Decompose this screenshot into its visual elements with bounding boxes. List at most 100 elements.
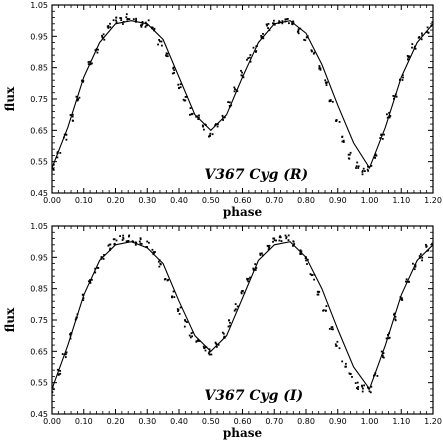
observation-point <box>335 119 341 123</box>
observation-point <box>406 55 411 61</box>
observation-point <box>430 21 433 27</box>
observation-point <box>189 107 194 116</box>
observation-point <box>292 240 296 247</box>
y-tick-label: 0.85 <box>30 285 48 294</box>
x-tick-label: 0.00 <box>43 196 61 205</box>
observation-point <box>107 243 112 251</box>
observation-point <box>131 240 138 246</box>
observation-point <box>265 23 271 32</box>
x-tick-label: 0.20 <box>107 417 125 426</box>
model-curve <box>52 20 433 170</box>
observation-point <box>227 101 233 108</box>
observation-point <box>411 43 417 50</box>
observation-point <box>75 95 81 102</box>
observation-point <box>322 305 328 312</box>
observation-point <box>328 326 334 331</box>
observation-point <box>272 237 277 243</box>
observation-point <box>412 262 417 271</box>
x-tick-label: 0.90 <box>329 417 347 426</box>
observation-point <box>227 319 232 328</box>
observation-point <box>425 243 430 252</box>
observation-point <box>380 350 385 359</box>
observation-point <box>201 123 207 131</box>
y-axis-label: flux <box>3 307 17 332</box>
observation-point <box>151 26 156 32</box>
observation-point <box>328 99 334 103</box>
observation-point <box>341 360 347 368</box>
observation-point <box>304 256 309 265</box>
observation-point <box>63 133 68 141</box>
observation-point <box>125 13 131 21</box>
observation-point <box>291 20 295 26</box>
x-tick-label: 1.10 <box>392 196 410 205</box>
observation-point <box>132 17 137 23</box>
observation-point <box>260 33 265 40</box>
x-tick-label: 1.00 <box>361 196 379 205</box>
observation-point <box>299 249 303 255</box>
x-tick-label: 0.60 <box>234 196 252 205</box>
observation-point <box>112 238 118 246</box>
observation-point <box>240 290 246 295</box>
observation-point <box>418 253 424 262</box>
observation-point <box>214 123 219 128</box>
observation-point <box>348 372 353 378</box>
observation-point <box>195 114 200 120</box>
observation-point <box>145 240 150 249</box>
observation-point <box>341 135 345 143</box>
y-tick-label: 0.75 <box>30 316 48 325</box>
observation-point <box>52 386 55 393</box>
y-tick-label: 0.45 <box>30 410 48 419</box>
y-tick-label: 0.65 <box>30 347 48 356</box>
observation-point <box>183 319 188 328</box>
x-axis-label: phase <box>223 426 263 440</box>
observation-point <box>347 151 352 160</box>
x-tick-label: 0.20 <box>107 196 125 205</box>
x-tick-label: 0.80 <box>297 196 315 205</box>
observation-point <box>252 263 258 271</box>
x-tick-label: 0.70 <box>265 417 283 426</box>
observation-point <box>94 48 99 54</box>
x-tick-label: 0.80 <box>297 417 315 426</box>
observation-point <box>405 278 410 283</box>
x-tick-label: 0.30 <box>138 417 156 426</box>
observation-point <box>221 114 226 121</box>
observation-point <box>392 93 398 100</box>
observation-point <box>221 331 226 339</box>
observation-point <box>417 32 424 41</box>
observation-point <box>140 21 144 28</box>
observation-point <box>385 332 391 340</box>
observation-point <box>88 278 93 284</box>
observation-point <box>182 95 188 102</box>
y-tick-label: 1.05 <box>30 222 48 231</box>
observation-point <box>366 165 373 172</box>
observation-point <box>272 19 276 26</box>
observation-point <box>171 290 176 299</box>
observation-point <box>157 39 163 47</box>
observation-point <box>81 293 85 301</box>
x-tick-label: 0.30 <box>138 196 156 205</box>
observation-point <box>233 86 239 93</box>
observation-point <box>165 52 169 58</box>
observation-point <box>195 339 201 343</box>
observation-point <box>101 33 106 41</box>
y-axis-label: flux <box>3 86 17 111</box>
observation-point <box>94 266 100 274</box>
observation-point <box>278 235 283 242</box>
panel-annotation: V367 Cyg (R) <box>204 167 308 183</box>
observation-point <box>296 27 302 35</box>
panel-annotation: V367 Cyg (I) <box>204 388 303 404</box>
x-tick-label: 1.20 <box>424 196 442 205</box>
observation-point <box>379 133 385 140</box>
observation-point <box>119 17 125 25</box>
plot-frame <box>51 4 434 194</box>
observation-point <box>202 345 208 352</box>
y-tick-label: 0.75 <box>30 95 48 104</box>
observation-point <box>188 331 194 339</box>
x-tick-label: 0.60 <box>234 417 252 426</box>
x-tick-label: 0.00 <box>43 417 61 426</box>
observation-point <box>393 312 397 322</box>
observation-point <box>52 163 55 171</box>
observation-point <box>318 65 322 71</box>
x-tick-label: 1.00 <box>361 417 379 426</box>
observation-point <box>138 237 143 245</box>
